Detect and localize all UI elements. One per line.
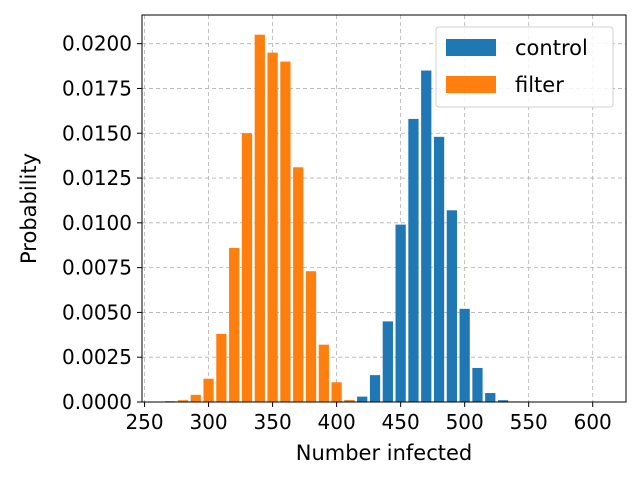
x-tick-label-1: 300 bbox=[189, 410, 227, 434]
bar-control-470 bbox=[421, 70, 432, 403]
bar-filter-390 bbox=[318, 344, 329, 402]
y-tick-label-2: 0.0050 bbox=[62, 300, 132, 324]
y-tick-label-6: 0.0150 bbox=[62, 121, 132, 145]
y-tick-label-7: 0.0175 bbox=[62, 76, 132, 100]
legend: control filter bbox=[435, 26, 614, 108]
bar-control-500 bbox=[459, 308, 470, 402]
bar-filter-400 bbox=[331, 382, 342, 402]
legend-label-control: control bbox=[515, 36, 588, 60]
legend-swatch-filter bbox=[446, 76, 496, 93]
x-tick-label-6: 550 bbox=[510, 410, 548, 434]
bar-control-460 bbox=[408, 118, 419, 403]
y-tick-label-8: 0.0200 bbox=[62, 32, 132, 56]
legend-swatch-control bbox=[446, 39, 496, 56]
bars bbox=[165, 34, 534, 403]
plot-area-frame bbox=[141, 14, 627, 403]
bar-control-520 bbox=[485, 393, 496, 402]
x-tick-label-5: 500 bbox=[446, 410, 484, 434]
x-tick-label-7: 600 bbox=[574, 410, 612, 434]
axis-ticks: 250 300 350 400 450 500 550 600 0.0000 0.0025 0.00… bbox=[62, 32, 612, 434]
x-axis-label: Number infected bbox=[296, 441, 473, 465]
legend-label-filter: filter bbox=[515, 73, 564, 97]
bar-filter-300 bbox=[203, 378, 214, 402]
y-tick-label-4: 0.0100 bbox=[62, 211, 132, 235]
bar-filter-280 bbox=[177, 400, 189, 402]
bar-filter-310 bbox=[216, 333, 227, 402]
x-tick-label-3: 400 bbox=[318, 410, 356, 434]
bar-filter-380 bbox=[305, 271, 317, 402]
y-tick-label-5: 0.0125 bbox=[62, 166, 132, 190]
bar-control-530 bbox=[497, 400, 509, 402]
bar-filter-330 bbox=[241, 133, 253, 402]
x-tick-label-4: 450 bbox=[382, 410, 420, 434]
y-tick-label-3: 0.0075 bbox=[62, 256, 132, 280]
bar-filter-340 bbox=[254, 34, 265, 402]
bar-control-450 bbox=[395, 224, 406, 402]
bar-control-480 bbox=[433, 136, 445, 403]
bar-control-510 bbox=[472, 367, 483, 402]
bar-filter-410 bbox=[344, 400, 355, 402]
bar-control-420 bbox=[357, 396, 368, 402]
bar-filter-370 bbox=[293, 167, 304, 402]
bar-filter-360 bbox=[280, 61, 291, 402]
bar-filter-290 bbox=[190, 394, 201, 402]
x-tick-label-2: 350 bbox=[254, 410, 292, 434]
y-tick-label-1: 0.0025 bbox=[62, 345, 132, 369]
bar-control-430 bbox=[369, 375, 381, 402]
y-axis-label: Probability bbox=[17, 153, 41, 264]
y-tick-label-0: 0.0000 bbox=[62, 390, 132, 414]
x-tick-label-0: 250 bbox=[125, 410, 163, 434]
bar-control-490 bbox=[446, 210, 457, 402]
bar-control-440 bbox=[382, 321, 393, 402]
bar-filter-320 bbox=[229, 247, 240, 402]
bar-filter-350 bbox=[267, 52, 278, 402]
